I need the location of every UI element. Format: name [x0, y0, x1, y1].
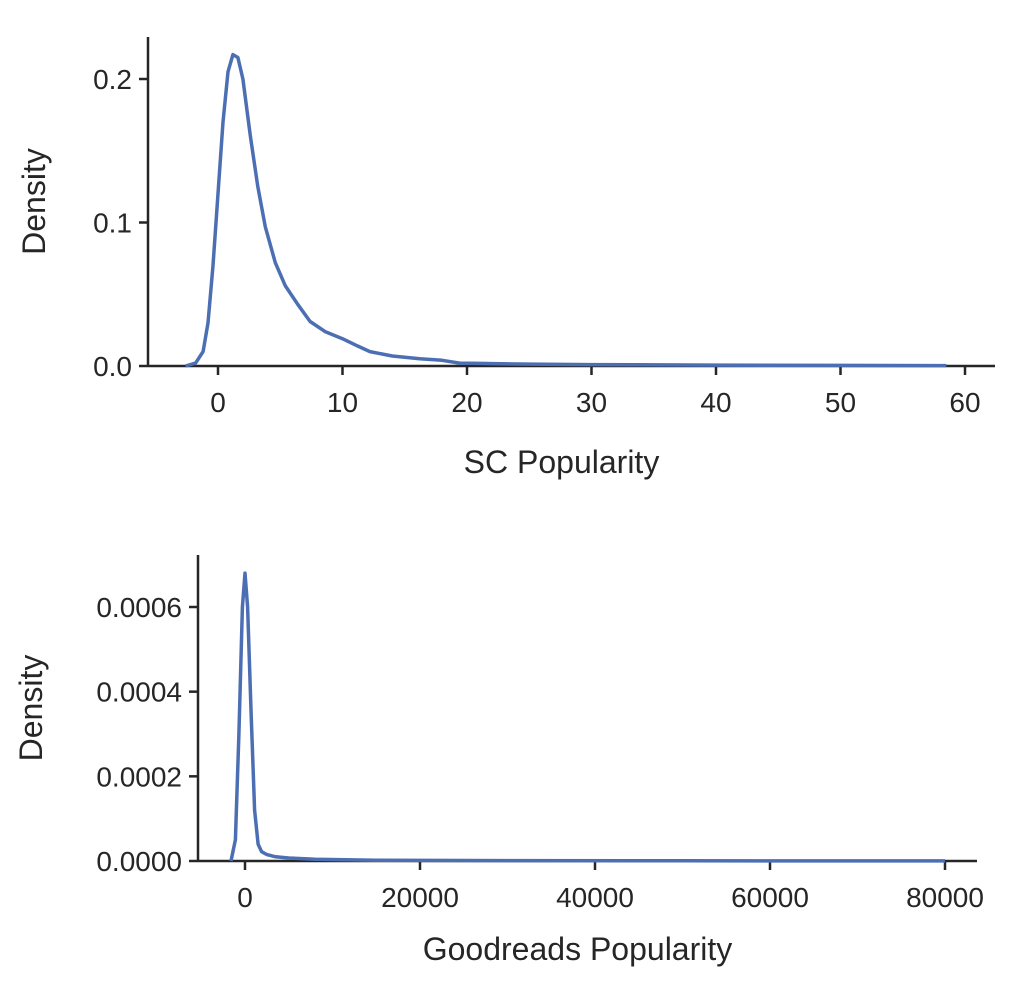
x-axis-label: Goodreads Popularity	[423, 931, 733, 967]
x-tick-label: 0	[237, 882, 253, 913]
y-tick-label: 0.1	[93, 208, 132, 239]
kde-density-curve	[229, 571, 946, 863]
x-tick-label: 0	[210, 387, 226, 418]
x-tick-label: 80000	[906, 882, 984, 913]
kde-density-curve	[185, 52, 947, 368]
y-tick-label: 0.0006	[96, 592, 182, 623]
x-tick-label: 60000	[731, 882, 809, 913]
goodreads-popularity-plot: 0 20000 40000 60000 80000 0.0000 0.0002 0.0004 0…	[13, 555, 984, 967]
y-tick-label: 0.0000	[96, 846, 182, 877]
y-tick-label: 0.0002	[96, 761, 182, 792]
x-tick-label: 20	[451, 387, 482, 418]
x-tick-label: 40	[700, 387, 731, 418]
y-axis-label: Density	[13, 655, 49, 762]
x-tick-label: 40000	[556, 882, 634, 913]
x-tick-label: 20000	[381, 882, 459, 913]
y-axis-label: Density	[16, 148, 52, 255]
y-tick-label: 0.0004	[96, 677, 182, 708]
x-tick-label: 30	[576, 387, 607, 418]
y-tick-label: 0.2	[93, 64, 132, 95]
x-tick-label: 50	[825, 387, 856, 418]
x-tick-label: 10	[327, 387, 358, 418]
x-tick-label: 60	[949, 387, 980, 418]
x-axis-label: SC Popularity	[464, 444, 660, 480]
sc-popularity-plot: 0 10 20 30 40 50 60 0.0 0.1 0.2 SC Popularity Densi…	[16, 37, 995, 480]
y-tick-label: 0.0	[93, 351, 132, 382]
